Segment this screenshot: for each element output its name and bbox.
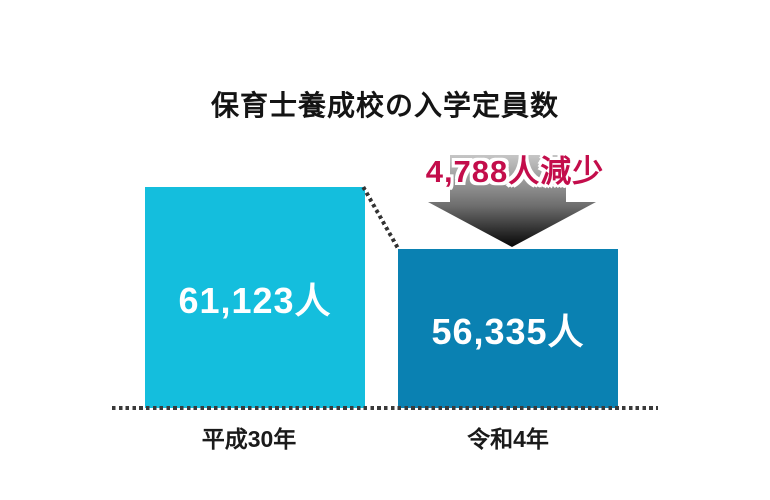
bar-heisei30: 61,123人 (145, 187, 365, 408)
bar-value-reiwa4: 56,335人 (431, 310, 585, 352)
decrease-down-arrow-icon (428, 155, 596, 247)
axis-label-reiwa4: 令和4年 (467, 426, 549, 452)
bar-reiwa4: 56,335人 (398, 249, 618, 408)
axis-label-heisei30: 平成30年 (201, 426, 297, 452)
axis-baseline (112, 406, 658, 410)
chart-title: 保育士養成校の入学定員数 (210, 90, 559, 121)
decline-dotted-line (361, 186, 400, 249)
bar-value-heisei30: 61,123人 (178, 279, 332, 321)
decrease-annotation: 4,788人減少 (425, 154, 605, 189)
